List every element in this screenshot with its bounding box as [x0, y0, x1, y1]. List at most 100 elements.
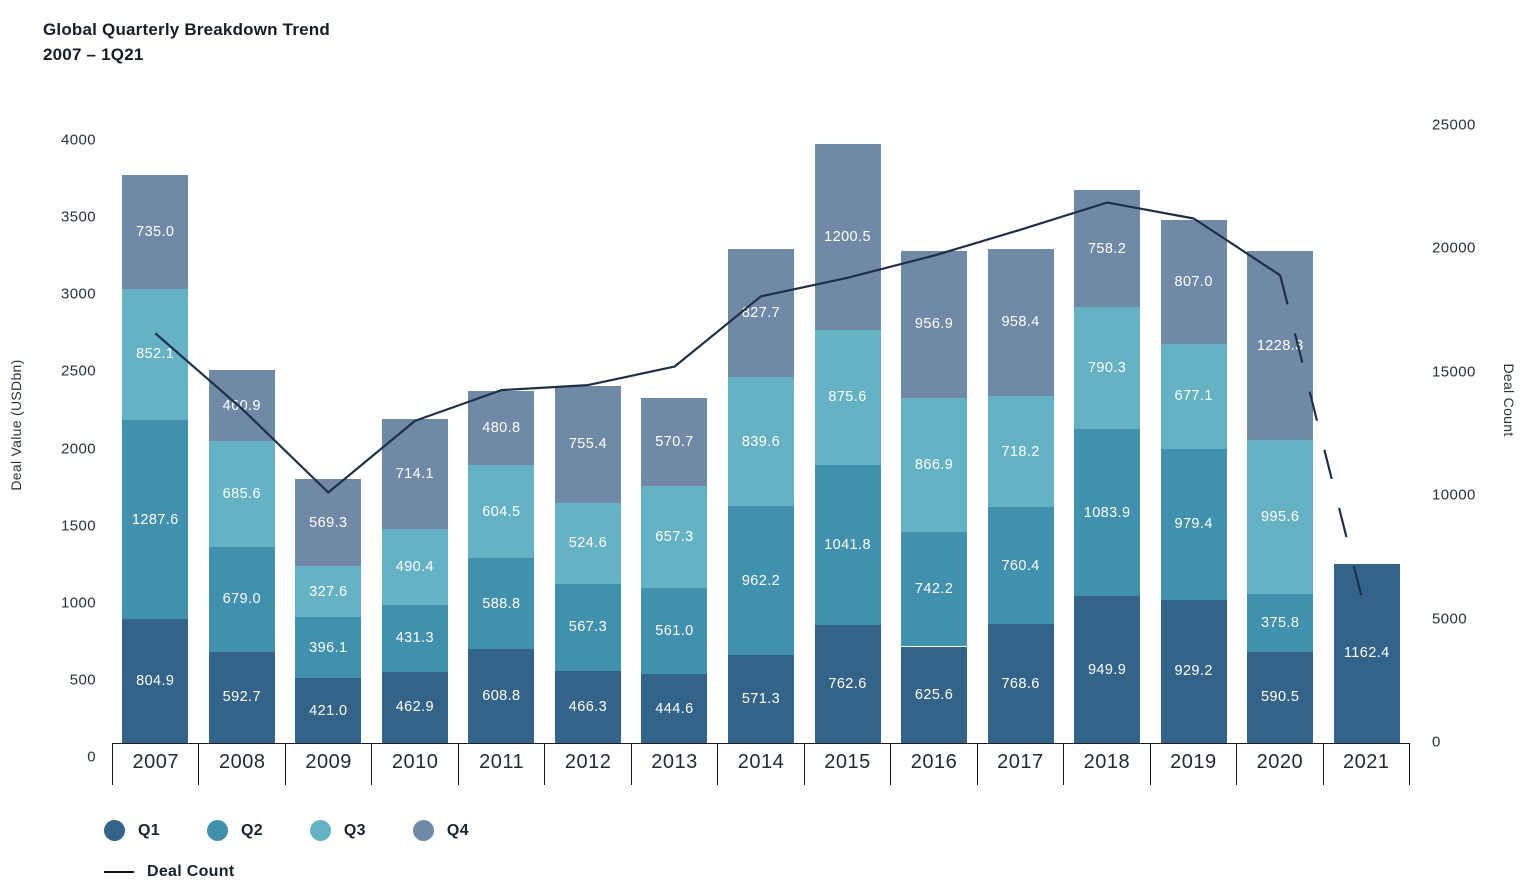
left-axis-tick-label: 0 — [87, 748, 96, 766]
right-axis-tick-label: 15000 — [1432, 363, 1476, 381]
bar-value-label: 685.6 — [222, 485, 261, 502]
bar-value-label: 524.6 — [568, 535, 608, 552]
bar-segment-q4-2013: 570.7 — [641, 398, 708, 487]
bar-value-label: 421.0 — [309, 702, 348, 719]
left-axis-tick-label: 2500 — [61, 362, 96, 380]
bar-segment-q2-2007: 1287.6 — [122, 420, 189, 619]
bar-segment-q4-2019: 807.0 — [1160, 219, 1227, 345]
x-axis-year-2013: 2013 — [630, 744, 717, 785]
bar-value-label: 567.3 — [568, 619, 608, 636]
left-axis-title: Deal Value (USDbn) — [8, 359, 24, 491]
bar-segment-q2-2016: 742.2 — [901, 532, 968, 647]
bar-value-label: 718.2 — [1001, 443, 1040, 460]
bar-value-label: 327.6 — [309, 583, 348, 600]
legend-label-q3: Q3 — [343, 821, 366, 839]
legend-label-q1: Q1 — [138, 821, 160, 839]
bar-value-label: 807.0 — [1174, 273, 1213, 290]
bar-value-label: 625.6 — [914, 686, 954, 703]
legend-deal-count-item: Deal Count — [104, 863, 516, 881]
bar-segment-q3-2012: 524.6 — [554, 502, 621, 584]
bar-value-label: 866.9 — [914, 457, 954, 474]
x-axis-year-2012: 2012 — [544, 744, 630, 785]
bar-segment-q1-2020: 590.5 — [1247, 651, 1314, 743]
legend-item-q2: Q2 — [206, 820, 263, 841]
bar-segment-q3-2008: 685.6 — [208, 441, 275, 547]
bar-value-label: 490.4 — [395, 559, 434, 576]
left-axis-tick-label: 500 — [69, 671, 96, 689]
bar-segment-q1-2009: 421.0 — [295, 678, 362, 743]
bar-segment-q1-2013: 444.6 — [641, 674, 708, 743]
bar-segment-q3-2009: 327.6 — [295, 566, 362, 617]
bar-segment-q1-2016: 625.6 — [901, 646, 968, 743]
bar-segment-q3-2018: 790.3 — [1074, 307, 1141, 430]
bar-segment-q3-2020: 995.6 — [1247, 440, 1314, 594]
q4-color-dot — [412, 820, 434, 841]
bar-segment-q4-2007: 735.0 — [122, 175, 189, 289]
bar-value-label: 995.6 — [1261, 509, 1300, 526]
bar-segment-q3-2019: 677.1 — [1160, 344, 1227, 449]
bar-value-label: 852.1 — [136, 346, 175, 363]
bar-value-label: 755.4 — [568, 436, 608, 453]
bar-value-label: 714.1 — [395, 466, 434, 483]
bar-segment-q4-2016: 956.9 — [901, 250, 968, 399]
right-axis-tick-label: 0 — [1432, 733, 1441, 751]
bar-value-label: 735.0 — [136, 224, 175, 241]
x-axis-year-2017: 2017 — [976, 744, 1063, 785]
x-axis-year-2010: 2010 — [371, 744, 457, 785]
legend-item-q3: Q3 — [309, 820, 366, 841]
bar-value-label: 588.8 — [482, 595, 521, 612]
x-axis-year-2018: 2018 — [1063, 744, 1149, 785]
bar-segment-q4-2012: 755.4 — [554, 386, 621, 503]
bar-value-label: 375.8 — [1261, 614, 1300, 631]
x-axis-year-2009: 2009 — [284, 744, 371, 785]
bar-segment-q2-2012: 567.3 — [554, 583, 621, 672]
bar-segment-q4-2008: 460.9 — [208, 369, 275, 442]
bar-value-label: 1083.9 — [1083, 504, 1131, 521]
bar-value-label: 956.9 — [914, 316, 954, 333]
bar-value-label: 762.6 — [828, 676, 867, 693]
bar-value-label: 396.1 — [309, 639, 348, 656]
bar-value-label: 462.9 — [395, 699, 434, 716]
bar-segment-q2-2011: 588.8 — [468, 558, 535, 650]
bar-value-label: 827.7 — [741, 305, 781, 322]
bar-segment-q2-2013: 561.0 — [641, 587, 708, 675]
chart-title-line2: 2007 – 1Q21 — [43, 44, 144, 64]
bar-segment-q1-2011: 608.8 — [468, 649, 535, 743]
bar-segment-q2-2008: 679.0 — [208, 546, 275, 652]
bar-value-label: 590.5 — [1261, 689, 1300, 706]
bar-segment-q4-2017: 958.4 — [987, 248, 1054, 397]
bar-segment-q2-2014: 962.2 — [728, 506, 794, 655]
chart-title: Global Quarterly Breakdown Trend 2007 – … — [43, 18, 330, 67]
bar-value-label: 657.3 — [655, 529, 694, 546]
q2-color-dot — [206, 820, 228, 841]
left-axis-tick-label: 3500 — [61, 208, 96, 226]
left-axis-tick-label: 4000 — [61, 131, 96, 149]
bar-segment-q3-2016: 866.9 — [901, 398, 968, 533]
x-axis-year-2016: 2016 — [890, 744, 976, 785]
bar-segment-q3-2007: 852.1 — [122, 288, 189, 421]
x-axis-year-2007: 2007 — [112, 744, 198, 785]
bar-value-label: 1200.5 — [824, 229, 871, 245]
bar-segment-q2-2017: 760.4 — [987, 507, 1054, 625]
bar-segment-q2-2010: 431.3 — [381, 605, 448, 672]
x-axis-year-2014: 2014 — [717, 744, 803, 785]
bar-value-label: 444.6 — [655, 700, 694, 717]
right-axis-tick-label: 25000 — [1432, 116, 1476, 134]
bar-value-label: 571.3 — [741, 690, 781, 707]
bar-segment-q3-2015: 875.6 — [814, 329, 881, 465]
bar-segment-q4-2020: 1228.3 — [1247, 250, 1314, 441]
bar-segment-q4-2015: 1200.5 — [814, 144, 881, 330]
bar-value-label: 768.6 — [1001, 675, 1040, 692]
bar-value-label: 480.8 — [482, 419, 521, 436]
bar-segment-q1-2021: 1162.4 — [1333, 563, 1400, 743]
bar-segment-q1-2007: 804.9 — [122, 618, 189, 743]
bar-value-label: 608.8 — [482, 688, 521, 705]
left-axis-tick-label: 3000 — [61, 285, 96, 303]
right-axis-tick-label: 20000 — [1432, 239, 1476, 257]
bar-value-label: 804.9 — [136, 672, 175, 689]
x-axis-year-2015: 2015 — [803, 744, 890, 785]
bar-segment-q1-2012: 466.3 — [554, 671, 621, 743]
legend-deal-count-label: Deal Count — [147, 863, 235, 880]
bar-segment-q3-2014: 839.6 — [728, 376, 794, 507]
